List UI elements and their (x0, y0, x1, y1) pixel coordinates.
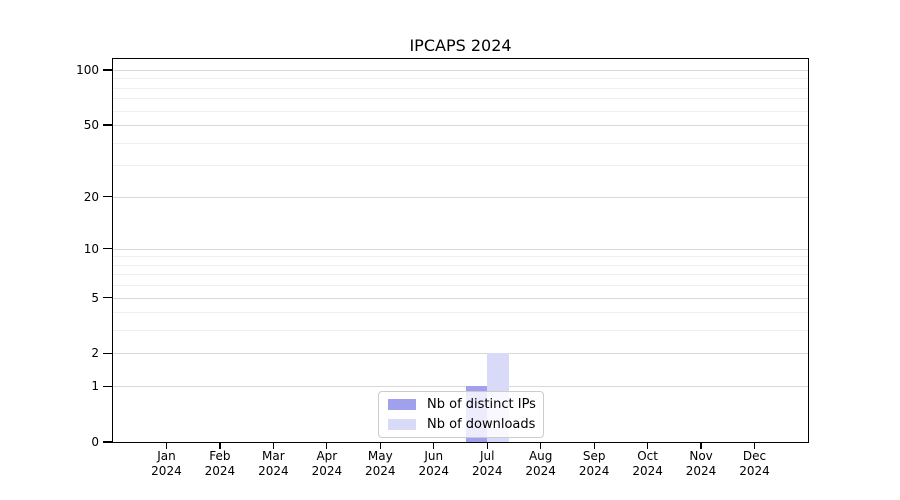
y-tick-mark (103, 385, 112, 387)
gridline-major (113, 297, 808, 299)
y-tick-mark (103, 352, 112, 355)
x-tick-label-month: Nov (689, 449, 713, 463)
x-tick-label-year: 2024 (739, 464, 770, 478)
legend: Nb of distinct IPs Nb of downloads (378, 391, 544, 438)
x-tick-label-year: 2024 (685, 464, 717, 478)
legend-item: Nb of distinct IPs (385, 395, 537, 414)
x-tick-label-month: Feb (209, 449, 231, 463)
x-tick-label-month: Aug (528, 449, 553, 463)
x-tick-label-year: 2024 (632, 464, 663, 478)
x-tick-label-year: 2024 (525, 464, 556, 478)
gridline-minor (113, 142, 808, 144)
x-tick-label-year: 2024 (578, 464, 610, 478)
x-tick-label: Sep 2024 (562, 449, 626, 479)
x-tick-mark (700, 443, 702, 449)
gridline-major (113, 353, 808, 355)
x-tick-label-year: 2024 (151, 464, 182, 478)
y-tick-label: 5 (91, 290, 99, 305)
gridline-minor (113, 98, 808, 100)
x-tick-label: Jan 2024 (134, 449, 198, 479)
x-tick-mark (326, 443, 328, 449)
x-tick-mark (433, 443, 435, 449)
x-tick-label: Dec 2024 (723, 449, 787, 479)
y-tick-mark (103, 248, 112, 250)
x-tick-mark (165, 443, 168, 449)
x-tick-mark (753, 443, 756, 449)
x-tick-label-month: Jan (157, 449, 176, 463)
x-tick-mark (219, 443, 221, 449)
y-tick-label: 1 (91, 379, 99, 394)
y-tick-mark (103, 441, 112, 443)
gridline-minor (113, 285, 808, 287)
legend-item: Nb of downloads (385, 416, 537, 435)
gridline-major (113, 386, 808, 388)
gridline-minor (113, 312, 808, 314)
gridline-minor (113, 330, 808, 332)
legend-swatch (388, 419, 416, 431)
x-tick-label: Apr 2024 (295, 449, 359, 479)
x-tick-label-year: 2024 (311, 464, 343, 478)
gridline-minor (113, 78, 808, 80)
legend-label: Nb of downloads (427, 417, 536, 433)
gridline-minor (113, 274, 808, 276)
gridline-minor (113, 87, 808, 89)
y-tick-label: 10 (83, 241, 99, 256)
x-tick-label-month: Mar (262, 449, 285, 463)
y-tick-label: 100 (76, 62, 99, 77)
x-tick-label-month: Jul (479, 449, 495, 463)
x-tick-label-month: Sep (582, 449, 606, 463)
y-tick-label: 2 (91, 346, 99, 361)
x-tick-label: May 2024 (348, 449, 412, 479)
x-tick-mark (486, 443, 488, 449)
legend-swatch (388, 398, 416, 410)
y-tick-label: 0 (91, 435, 99, 449)
x-tick-label-month: Jun (424, 449, 444, 463)
y-tick-label: 20 (83, 189, 99, 204)
x-tick-label-year: 2024 (365, 464, 396, 478)
y-tick-mark (103, 195, 112, 198)
gridline-minor (113, 256, 808, 258)
gridline-minor (113, 165, 808, 167)
gridline-major (113, 69, 808, 71)
x-tick-label: Mar 2024 (241, 449, 305, 479)
x-tick-label-year: 2024 (258, 464, 289, 478)
legend-label: Nb of distinct IPs (427, 396, 536, 412)
y-tick-mark (103, 296, 112, 299)
x-tick-label: Jul 2024 (455, 449, 519, 479)
x-tick-label: Aug 2024 (509, 449, 573, 479)
x-tick-label-year: 2024 (471, 464, 503, 478)
x-tick-label-month: May (367, 449, 393, 463)
x-tick-label: Feb 2024 (188, 449, 252, 479)
y-tick-mark (103, 69, 112, 71)
x-tick-mark (540, 443, 542, 449)
gridline-major (113, 248, 808, 250)
gridline-minor (113, 110, 808, 112)
x-tick-label: Oct 2024 (616, 449, 680, 479)
x-tick-label-month: Dec (742, 449, 767, 463)
gridline-major (113, 125, 808, 127)
gridline-minor (113, 264, 808, 266)
x-tick-label: Nov 2024 (669, 449, 733, 479)
x-tick-mark (379, 443, 381, 449)
x-tick-label: Jun 2024 (402, 449, 466, 479)
x-tick-label-year: 2024 (418, 464, 450, 478)
x-tick-label-month: Oct (637, 449, 658, 463)
x-tick-mark (272, 443, 274, 449)
y-tick-mark (103, 124, 112, 126)
plot-area: Nb of distinct IPs Nb of downloads (113, 59, 808, 442)
x-tick-mark (593, 443, 595, 449)
y-tick-label: 50 (83, 118, 99, 133)
chart-title: IPCAPS 2024 (409, 36, 512, 55)
gridline-major (113, 196, 808, 198)
x-tick-label-month: Apr (316, 449, 338, 463)
x-tick-mark (647, 443, 649, 449)
x-tick-label-year: 2024 (204, 464, 236, 478)
